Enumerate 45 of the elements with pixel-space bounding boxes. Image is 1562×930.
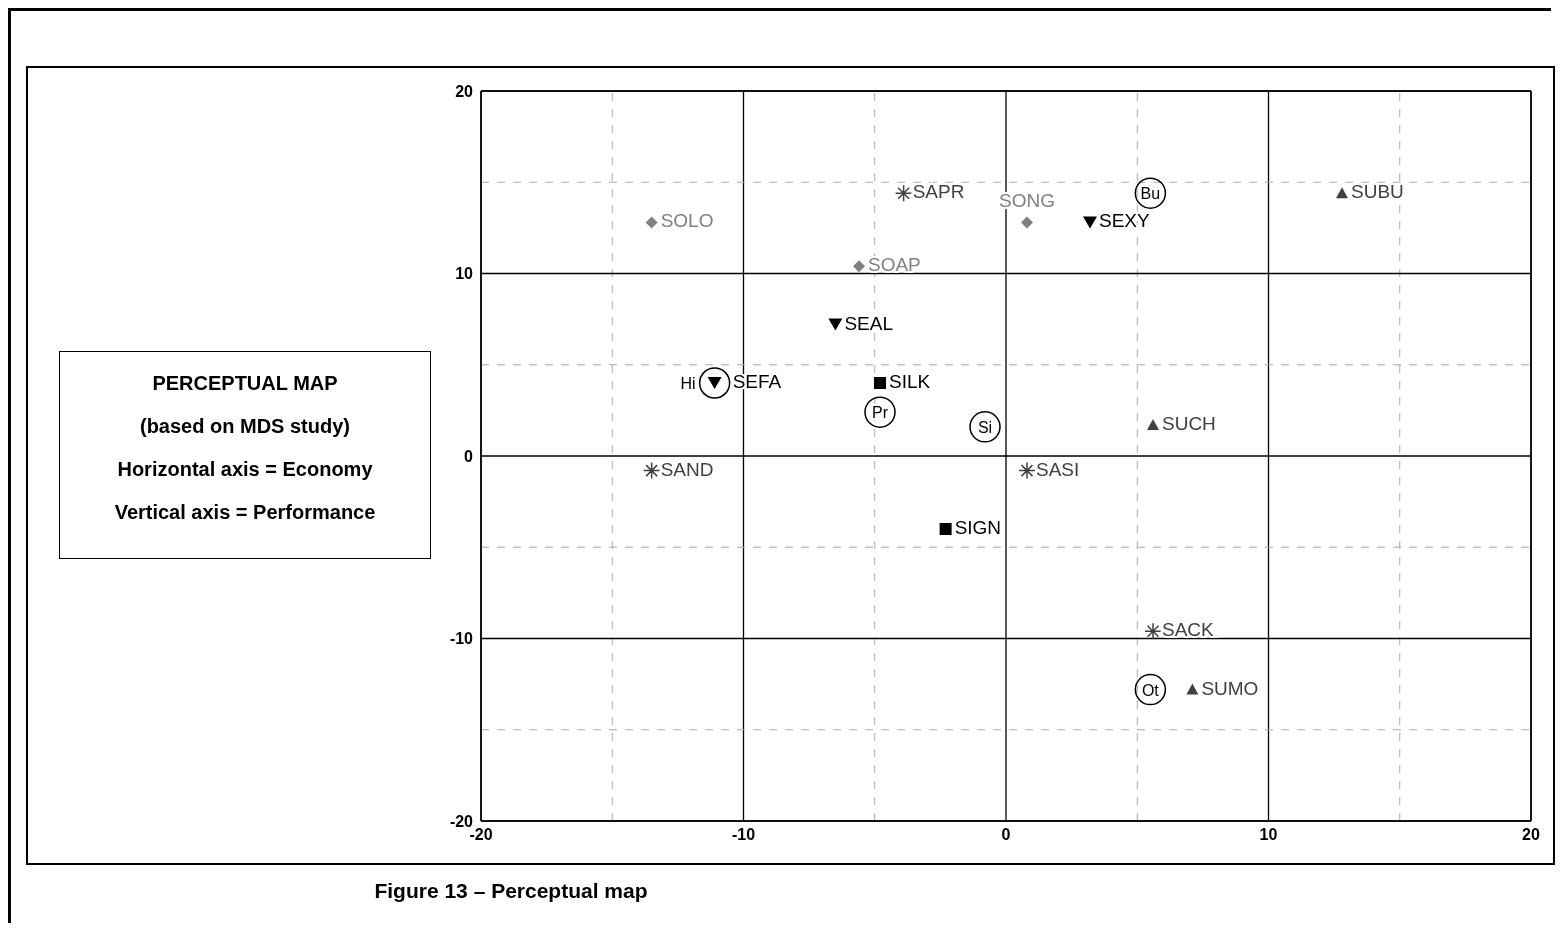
- point: [1147, 418, 1159, 430]
- data-label: SEAL: [844, 312, 893, 334]
- data-label: SAND: [660, 458, 714, 480]
- point: [1336, 187, 1348, 199]
- text: Figure 13 – Perceptual map: [373, 879, 649, 903]
- point: [1186, 683, 1199, 695]
- data-label: Bu: [1140, 185, 1161, 203]
- point: [1021, 216, 1033, 229]
- data-label: SACK: [1162, 619, 1215, 641]
- point: [939, 523, 952, 535]
- data-label: SUMO: [1201, 677, 1259, 699]
- x-tick-label: -10: [731, 826, 756, 844]
- point: [645, 216, 658, 229]
- point: [1018, 461, 1036, 480]
- data-label: Pr: [872, 404, 889, 422]
- x-tick-label: 10: [1259, 826, 1278, 844]
- y-tick-label: 10: [455, 265, 474, 283]
- data-label: SEXY: [1099, 210, 1151, 232]
- data-label: SOAP: [868, 254, 921, 276]
- text: Vertical axis = Performance: [113, 501, 377, 524]
- data-label: SIGN: [954, 517, 1002, 538]
- point: [1144, 622, 1162, 640]
- data-label: SUBU: [1351, 181, 1404, 203]
- data-label: Si: [977, 418, 993, 436]
- data-label: SUCH: [1162, 412, 1216, 434]
- y-tick-label: -10: [449, 630, 474, 648]
- text: Horizontal axis = Economy: [116, 458, 374, 481]
- data-label: SOLO: [660, 210, 714, 232]
- data-label: Ot: [1141, 681, 1160, 699]
- text: (based on MDS study): [139, 415, 351, 438]
- x-tick-label: 20: [1522, 826, 1540, 844]
- y-tick-label: 20: [455, 82, 474, 100]
- x-tick-label: 0: [1001, 826, 1011, 844]
- point: [642, 461, 661, 480]
- data-label: SILK: [889, 371, 931, 392]
- point: [874, 377, 886, 389]
- data-label: SAPR: [912, 181, 965, 203]
- y-tick-label: 0: [464, 447, 474, 465]
- data-label: Hi: [680, 375, 696, 392]
- point: [828, 318, 843, 331]
- point: [1083, 216, 1097, 229]
- point: [894, 184, 913, 202]
- data-label: SASI: [1036, 458, 1080, 480]
- point: [853, 260, 865, 273]
- text: PERCEPTUAL MAP: [151, 372, 339, 395]
